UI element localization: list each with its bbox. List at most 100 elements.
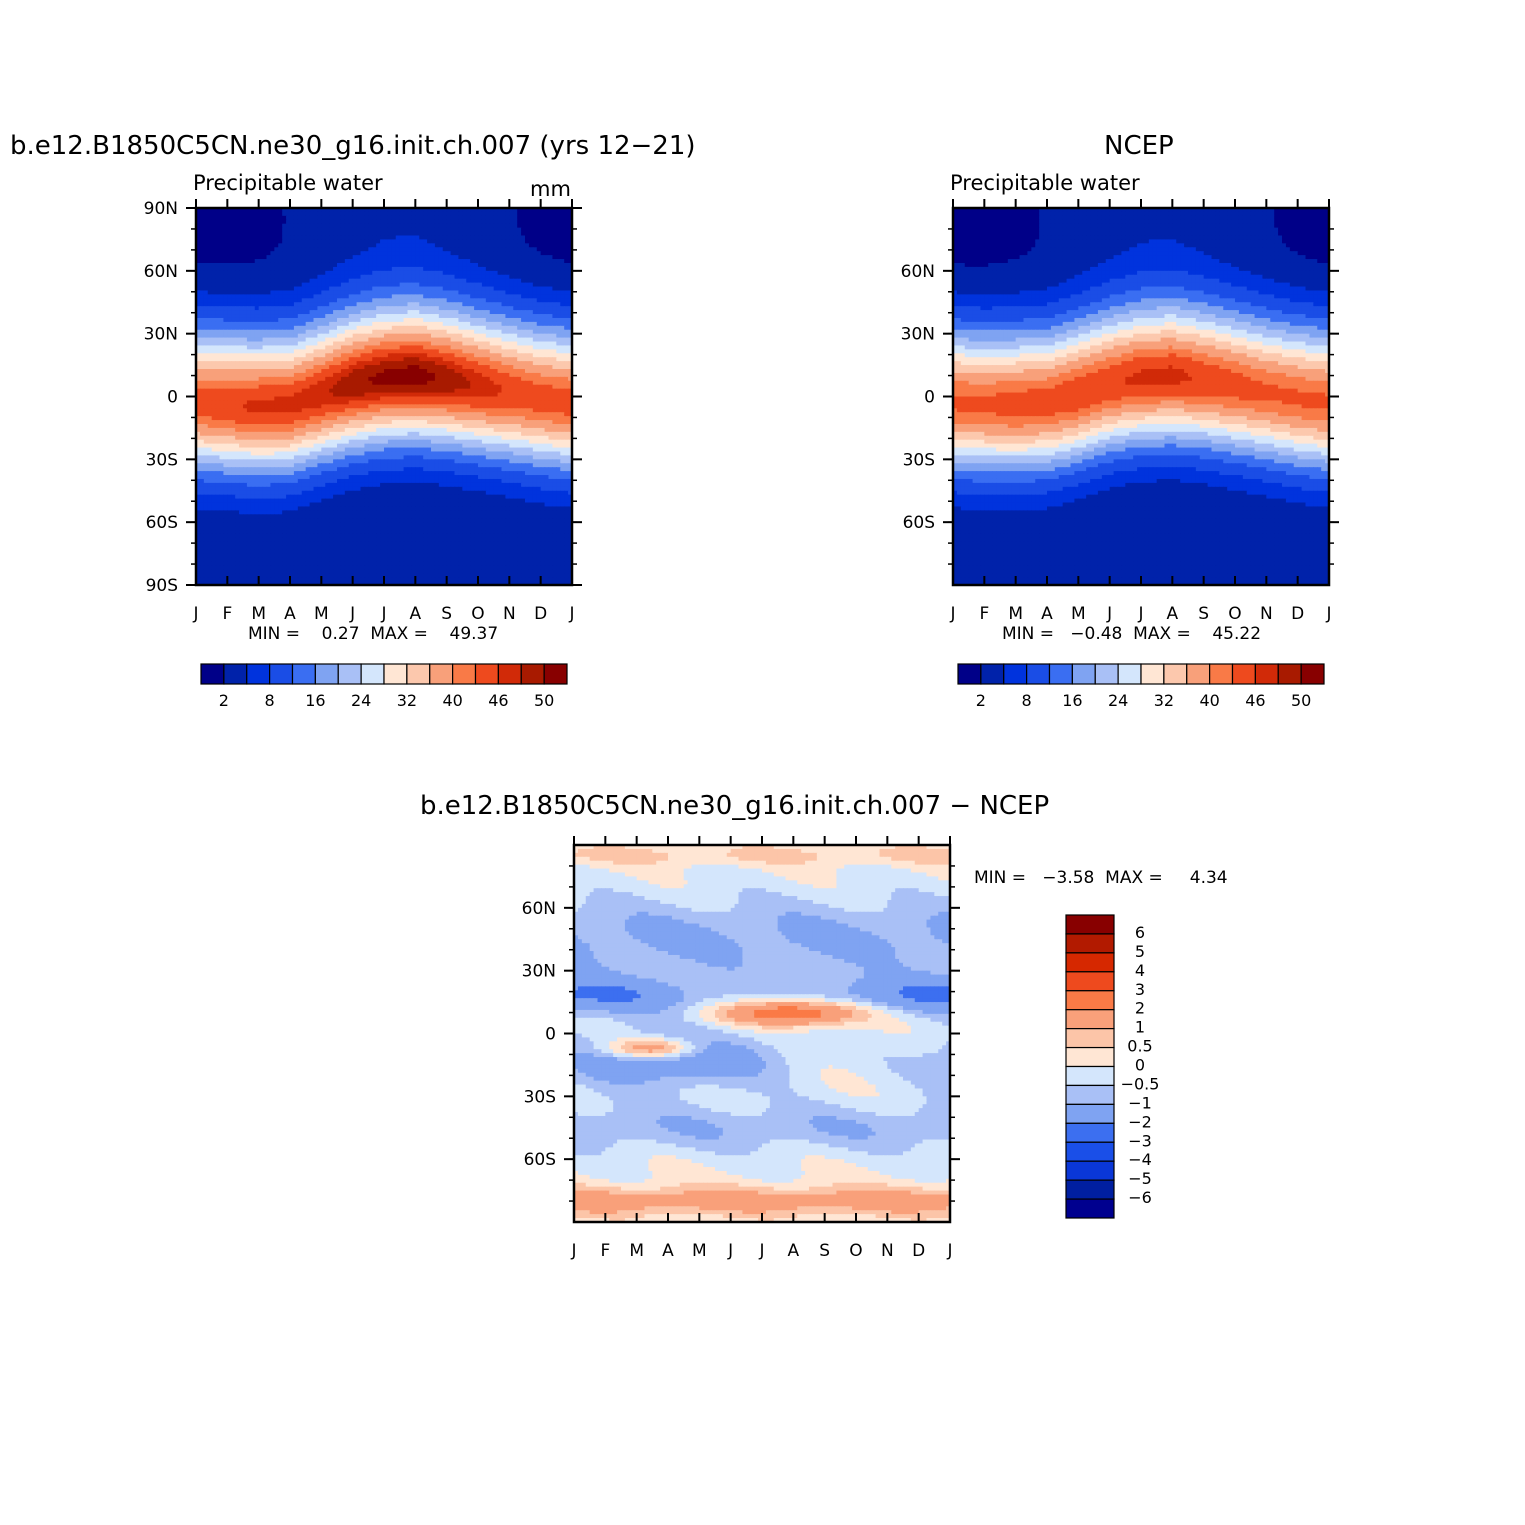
heat-cell bbox=[427, 322, 432, 327]
heat-cell bbox=[231, 298, 236, 303]
heat-cell bbox=[286, 239, 291, 244]
heat-cell bbox=[368, 212, 373, 217]
heat-cell bbox=[325, 287, 330, 292]
heat-cell bbox=[361, 306, 366, 311]
heat-cell bbox=[212, 306, 217, 311]
heat-cell bbox=[529, 243, 534, 248]
heat-cell bbox=[357, 385, 362, 390]
heat-cell bbox=[282, 357, 287, 362]
heat-cell bbox=[223, 365, 228, 370]
heat-cell bbox=[556, 345, 561, 350]
heat-cell bbox=[411, 345, 416, 350]
heat-cell bbox=[458, 251, 463, 256]
heat-cell bbox=[302, 385, 307, 390]
heat-cell bbox=[223, 357, 228, 362]
heat-cell bbox=[455, 259, 460, 264]
heat-cell bbox=[267, 212, 272, 217]
heat-cell bbox=[235, 306, 240, 311]
heat-cell bbox=[404, 310, 409, 315]
heat-cell bbox=[247, 259, 252, 264]
heat-cell bbox=[474, 365, 479, 370]
heat-cell bbox=[396, 216, 401, 221]
heat-cell bbox=[455, 310, 460, 315]
heat-cell bbox=[255, 310, 260, 315]
heat-cell bbox=[447, 334, 452, 339]
heat-cell bbox=[502, 306, 507, 311]
heat-cell bbox=[552, 353, 557, 358]
heat-cell bbox=[411, 302, 416, 307]
heat-cell bbox=[513, 220, 518, 225]
heat-cell bbox=[560, 338, 565, 343]
heat-cell bbox=[270, 267, 275, 272]
heat-cell bbox=[368, 322, 373, 327]
heat-cell bbox=[361, 389, 366, 394]
heat-cell bbox=[235, 326, 240, 331]
heat-cell bbox=[392, 330, 397, 335]
heat-cell bbox=[560, 290, 565, 295]
heat-cell bbox=[541, 287, 546, 292]
heat-cell bbox=[552, 298, 557, 303]
heat-cell bbox=[470, 294, 475, 299]
heat-cell bbox=[282, 400, 287, 405]
heat-cell bbox=[415, 338, 420, 343]
heat-cell bbox=[353, 224, 358, 229]
heat-cell bbox=[447, 283, 452, 288]
heat-cell bbox=[227, 279, 232, 284]
heat-cell bbox=[274, 404, 279, 409]
heat-cell bbox=[529, 294, 534, 299]
heat-cell bbox=[286, 369, 291, 374]
heat-cell bbox=[419, 345, 424, 350]
heat-cell bbox=[380, 373, 385, 378]
heat-cell bbox=[443, 369, 448, 374]
heat-cell bbox=[200, 322, 205, 327]
heat-cell bbox=[345, 326, 350, 331]
heat-cell bbox=[517, 263, 522, 268]
heat-cell bbox=[423, 228, 428, 233]
heat-cell bbox=[376, 224, 381, 229]
heat-cell bbox=[509, 342, 514, 347]
heat-cell bbox=[541, 228, 546, 233]
heat-cell bbox=[541, 220, 546, 225]
heat-cell bbox=[509, 318, 514, 323]
heat-cell bbox=[509, 393, 514, 398]
heat-cell bbox=[494, 290, 499, 295]
heat-cell bbox=[474, 220, 479, 225]
heat-cell bbox=[478, 220, 483, 225]
heat-cell bbox=[443, 283, 448, 288]
heat-cell bbox=[419, 302, 424, 307]
heat-cell bbox=[341, 400, 346, 405]
heat-cell bbox=[529, 251, 534, 256]
heat-cell bbox=[329, 349, 334, 354]
heat-cell bbox=[216, 342, 221, 347]
heat-cell bbox=[556, 290, 561, 295]
heat-cell bbox=[208, 259, 213, 264]
heat-cell bbox=[521, 389, 526, 394]
heat-cell bbox=[423, 263, 428, 268]
heat-cell bbox=[223, 275, 228, 280]
heat-cell bbox=[545, 267, 550, 272]
heat-cell bbox=[267, 330, 272, 335]
heat-cell bbox=[435, 338, 440, 343]
heat-cell bbox=[388, 263, 393, 268]
heat-cell bbox=[552, 345, 557, 350]
heat-cell bbox=[349, 271, 354, 276]
heat-cell bbox=[545, 397, 550, 402]
heat-cell bbox=[478, 369, 483, 374]
heat-cell bbox=[537, 381, 542, 386]
heat-cell bbox=[541, 216, 546, 221]
heat-cell bbox=[212, 228, 217, 233]
heat-cell bbox=[498, 220, 503, 225]
heat-cell bbox=[564, 239, 569, 244]
heat-cell bbox=[200, 373, 205, 378]
heat-cell bbox=[525, 322, 530, 327]
heat-cell bbox=[490, 279, 495, 284]
heat-cell bbox=[227, 385, 232, 390]
heat-cell bbox=[529, 385, 534, 390]
heat-cell bbox=[466, 290, 471, 295]
heat-cell bbox=[282, 306, 287, 311]
heat-cell bbox=[286, 397, 291, 402]
heat-cell bbox=[372, 357, 377, 362]
heat-cell bbox=[223, 267, 228, 272]
heat-cell bbox=[545, 326, 550, 331]
heat-cell bbox=[517, 330, 522, 335]
